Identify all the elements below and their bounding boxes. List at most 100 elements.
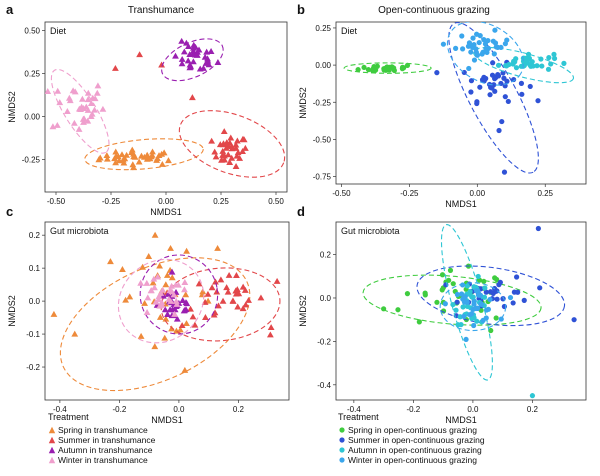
data-point-circle <box>404 291 411 297</box>
y-axis-label: NMDS2 <box>298 295 308 327</box>
data-point-triangle <box>119 156 127 163</box>
data-point-triangle <box>143 279 151 286</box>
data-point-triangle <box>162 281 170 288</box>
data-point-triangle <box>118 151 126 158</box>
data-point-triangle <box>228 143 236 150</box>
data-point-triangle <box>129 161 137 168</box>
y-tick-label: 0.50 <box>24 27 40 36</box>
data-point-triangle <box>214 244 221 251</box>
data-point-triangle <box>220 128 228 135</box>
data-point-circle <box>454 291 460 298</box>
data-point-triangle <box>164 290 172 297</box>
data-point-circle <box>471 298 477 304</box>
data-point-triangle <box>152 298 160 305</box>
legend-open-grazing: Treatment Spring in open-continuous graz… <box>338 412 485 465</box>
y-axis-label: NMDS2 <box>298 87 308 119</box>
data-point-triangle <box>179 297 187 304</box>
data-point-triangle <box>233 271 240 278</box>
y-tick-label: -0.25 <box>313 98 332 107</box>
panel-subtitle-a: Diet <box>50 26 67 36</box>
data-point-triangle <box>88 110 96 117</box>
data-point-circle <box>382 66 389 72</box>
data-point-circle <box>399 66 406 72</box>
data-point-circle <box>494 296 500 302</box>
legend-marker-circle <box>339 457 345 463</box>
data-point-triangle <box>267 324 275 331</box>
data-point-triangle <box>162 315 170 322</box>
data-point-triangle <box>168 274 176 281</box>
data-point-triangle <box>192 43 199 50</box>
data-point-circle <box>495 73 502 79</box>
data-point-triangle <box>210 311 218 318</box>
data-point-triangle <box>172 297 180 304</box>
data-point-circle <box>514 274 520 280</box>
data-point-triangle <box>242 301 250 308</box>
data-point-triangle <box>80 105 87 112</box>
data-point-circle <box>468 49 474 55</box>
data-point-triangle <box>178 60 186 67</box>
data-point-triangle <box>234 303 242 310</box>
data-point-circle <box>355 66 361 73</box>
data-point-triangle <box>224 288 232 295</box>
data-point-triangle <box>167 244 174 251</box>
data-point-triangle <box>172 52 179 59</box>
data-point-triangle <box>225 271 233 278</box>
data-point-triangle <box>226 159 234 165</box>
x-tick-label: -0.25 <box>400 189 419 198</box>
data-point-circle <box>365 67 372 73</box>
confidence-ellipse <box>161 38 224 82</box>
data-point-triangle <box>185 43 192 50</box>
panel-subtitle-b: Diet <box>341 26 358 36</box>
x-tick-label: -0.50 <box>47 197 66 206</box>
data-point-triangle <box>155 296 163 303</box>
data-point-triangle <box>143 309 151 315</box>
data-point-triangle <box>208 137 216 144</box>
data-point-circle <box>474 100 480 107</box>
data-point-triangle <box>203 48 211 55</box>
plot-frame-b <box>335 21 587 185</box>
plot-frame-c <box>44 221 290 401</box>
data-point-triangle <box>71 88 79 95</box>
x-axis-label: NMDS1 <box>150 207 182 217</box>
legend-marker-triangle <box>48 456 56 464</box>
data-point-circle <box>519 91 525 97</box>
data-point-triangle <box>239 148 246 154</box>
y-tick-label: -0.4 <box>317 381 331 390</box>
data-point-triangle <box>135 158 143 165</box>
data-point-triangle <box>181 366 189 373</box>
data-point-triangle <box>158 61 165 68</box>
data-point-circle <box>404 62 411 69</box>
data-point-circle <box>471 57 478 63</box>
data-point-circle <box>492 40 499 46</box>
data-point-circle <box>422 290 428 296</box>
legend-entry-label: Spring in transhumance <box>58 425 148 435</box>
data-point-triangle <box>139 263 147 270</box>
data-point-triangle <box>176 326 184 333</box>
data-point-triangle <box>151 231 159 238</box>
data-point-triangle <box>211 148 219 155</box>
data-point-circle <box>548 61 554 67</box>
data-point-triangle <box>187 305 194 312</box>
data-point-triangle <box>178 55 186 62</box>
scatter-panel-d: Gut microbiota -0.4 -0.2 0.0 0.2 -0.4 -0.2 0.0 0… <box>298 221 587 425</box>
data-point-triangle <box>45 88 52 94</box>
data-point-circle <box>525 51 532 57</box>
y-tick-label: 0.25 <box>315 24 331 33</box>
data-point-triangle <box>183 247 190 254</box>
data-point-circle <box>439 272 446 278</box>
data-point-circle <box>493 315 499 321</box>
confidence-ellipse <box>84 138 204 171</box>
legend-marker-circle <box>339 447 345 453</box>
data-point-triangle <box>224 151 232 158</box>
data-point-triangle <box>87 100 95 107</box>
data-point-circle <box>471 322 477 329</box>
data-point-circle <box>483 307 490 313</box>
data-point-triangle <box>233 286 241 293</box>
data-point-circle <box>494 288 500 294</box>
data-point-circle <box>481 37 487 43</box>
data-point-circle <box>369 67 376 73</box>
data-point-circle <box>468 89 474 95</box>
data-point-circle <box>434 70 440 76</box>
data-point-triangle <box>186 51 194 58</box>
data-point-triangle <box>199 288 207 295</box>
